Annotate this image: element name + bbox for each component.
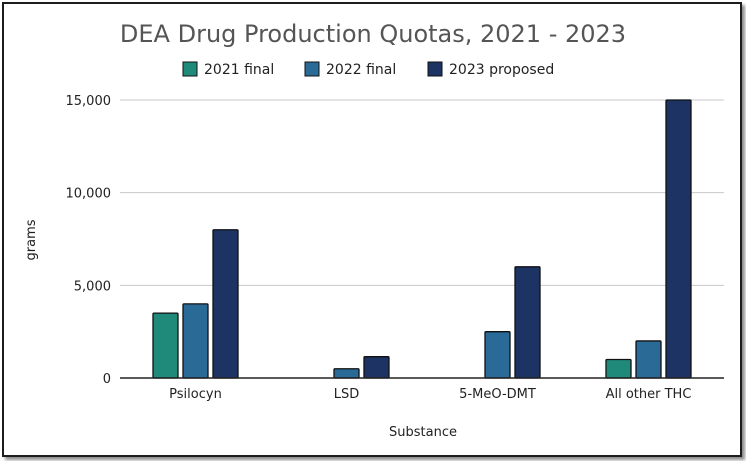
- y-tick-label: 0: [103, 372, 111, 387]
- legend-item[interactable]: 2023 proposed: [427, 61, 554, 78]
- bar-psilocyn-0: [152, 312, 179, 379]
- x-axis-label: Substance: [389, 425, 457, 440]
- y-axis-label: grams: [24, 219, 39, 260]
- legend-item[interactable]: 2021 final: [182, 61, 274, 78]
- bar-lsd-1: [333, 368, 360, 379]
- y-axis-ticks: 0 5,000 10,000 15,000: [66, 94, 112, 387]
- legend-label: 2022 final: [326, 62, 396, 78]
- bar-5-meo-dmt-1: [484, 331, 511, 379]
- legend-label: 2023 proposed: [449, 62, 554, 78]
- x-tick-label: LSD: [334, 387, 360, 402]
- x-tick-label: All other THC: [606, 387, 692, 402]
- bar-psilocyn-1: [182, 303, 209, 379]
- chart-title: DEA Drug Production Quotas, 2021 - 2023: [120, 20, 626, 48]
- bar-psilocyn-2: [212, 229, 239, 379]
- bars: [120, 99, 724, 379]
- legend: 2021 final 2022 final 2023 proposed: [182, 61, 554, 78]
- bar-all-other-thc-0: [605, 358, 632, 379]
- bar-all-other-thc-1: [635, 340, 662, 379]
- x-axis-ticks: Psilocyn LSD 5-MeO-DMT All other THC: [169, 387, 691, 402]
- chart-frame: [2, 2, 742, 457]
- legend-swatch: [304, 61, 320, 77]
- x-tick-label: Psilocyn: [169, 387, 222, 402]
- bar-5-meo-dmt-2: [514, 266, 541, 379]
- legend-item[interactable]: 2022 final: [304, 61, 396, 78]
- legend-swatch: [182, 61, 198, 77]
- x-tick-label: 5-MeO-DMT: [459, 387, 536, 402]
- bar-all-other-thc-2: [665, 99, 692, 379]
- bar-lsd-2: [363, 356, 390, 379]
- gridlines: [120, 99, 724, 286]
- y-tick-label: 5,000: [74, 279, 111, 294]
- legend-swatch: [427, 61, 443, 77]
- y-tick-label: 15,000: [66, 94, 112, 109]
- legend-label: 2021 final: [204, 62, 274, 78]
- y-tick-label: 10,000: [66, 187, 112, 202]
